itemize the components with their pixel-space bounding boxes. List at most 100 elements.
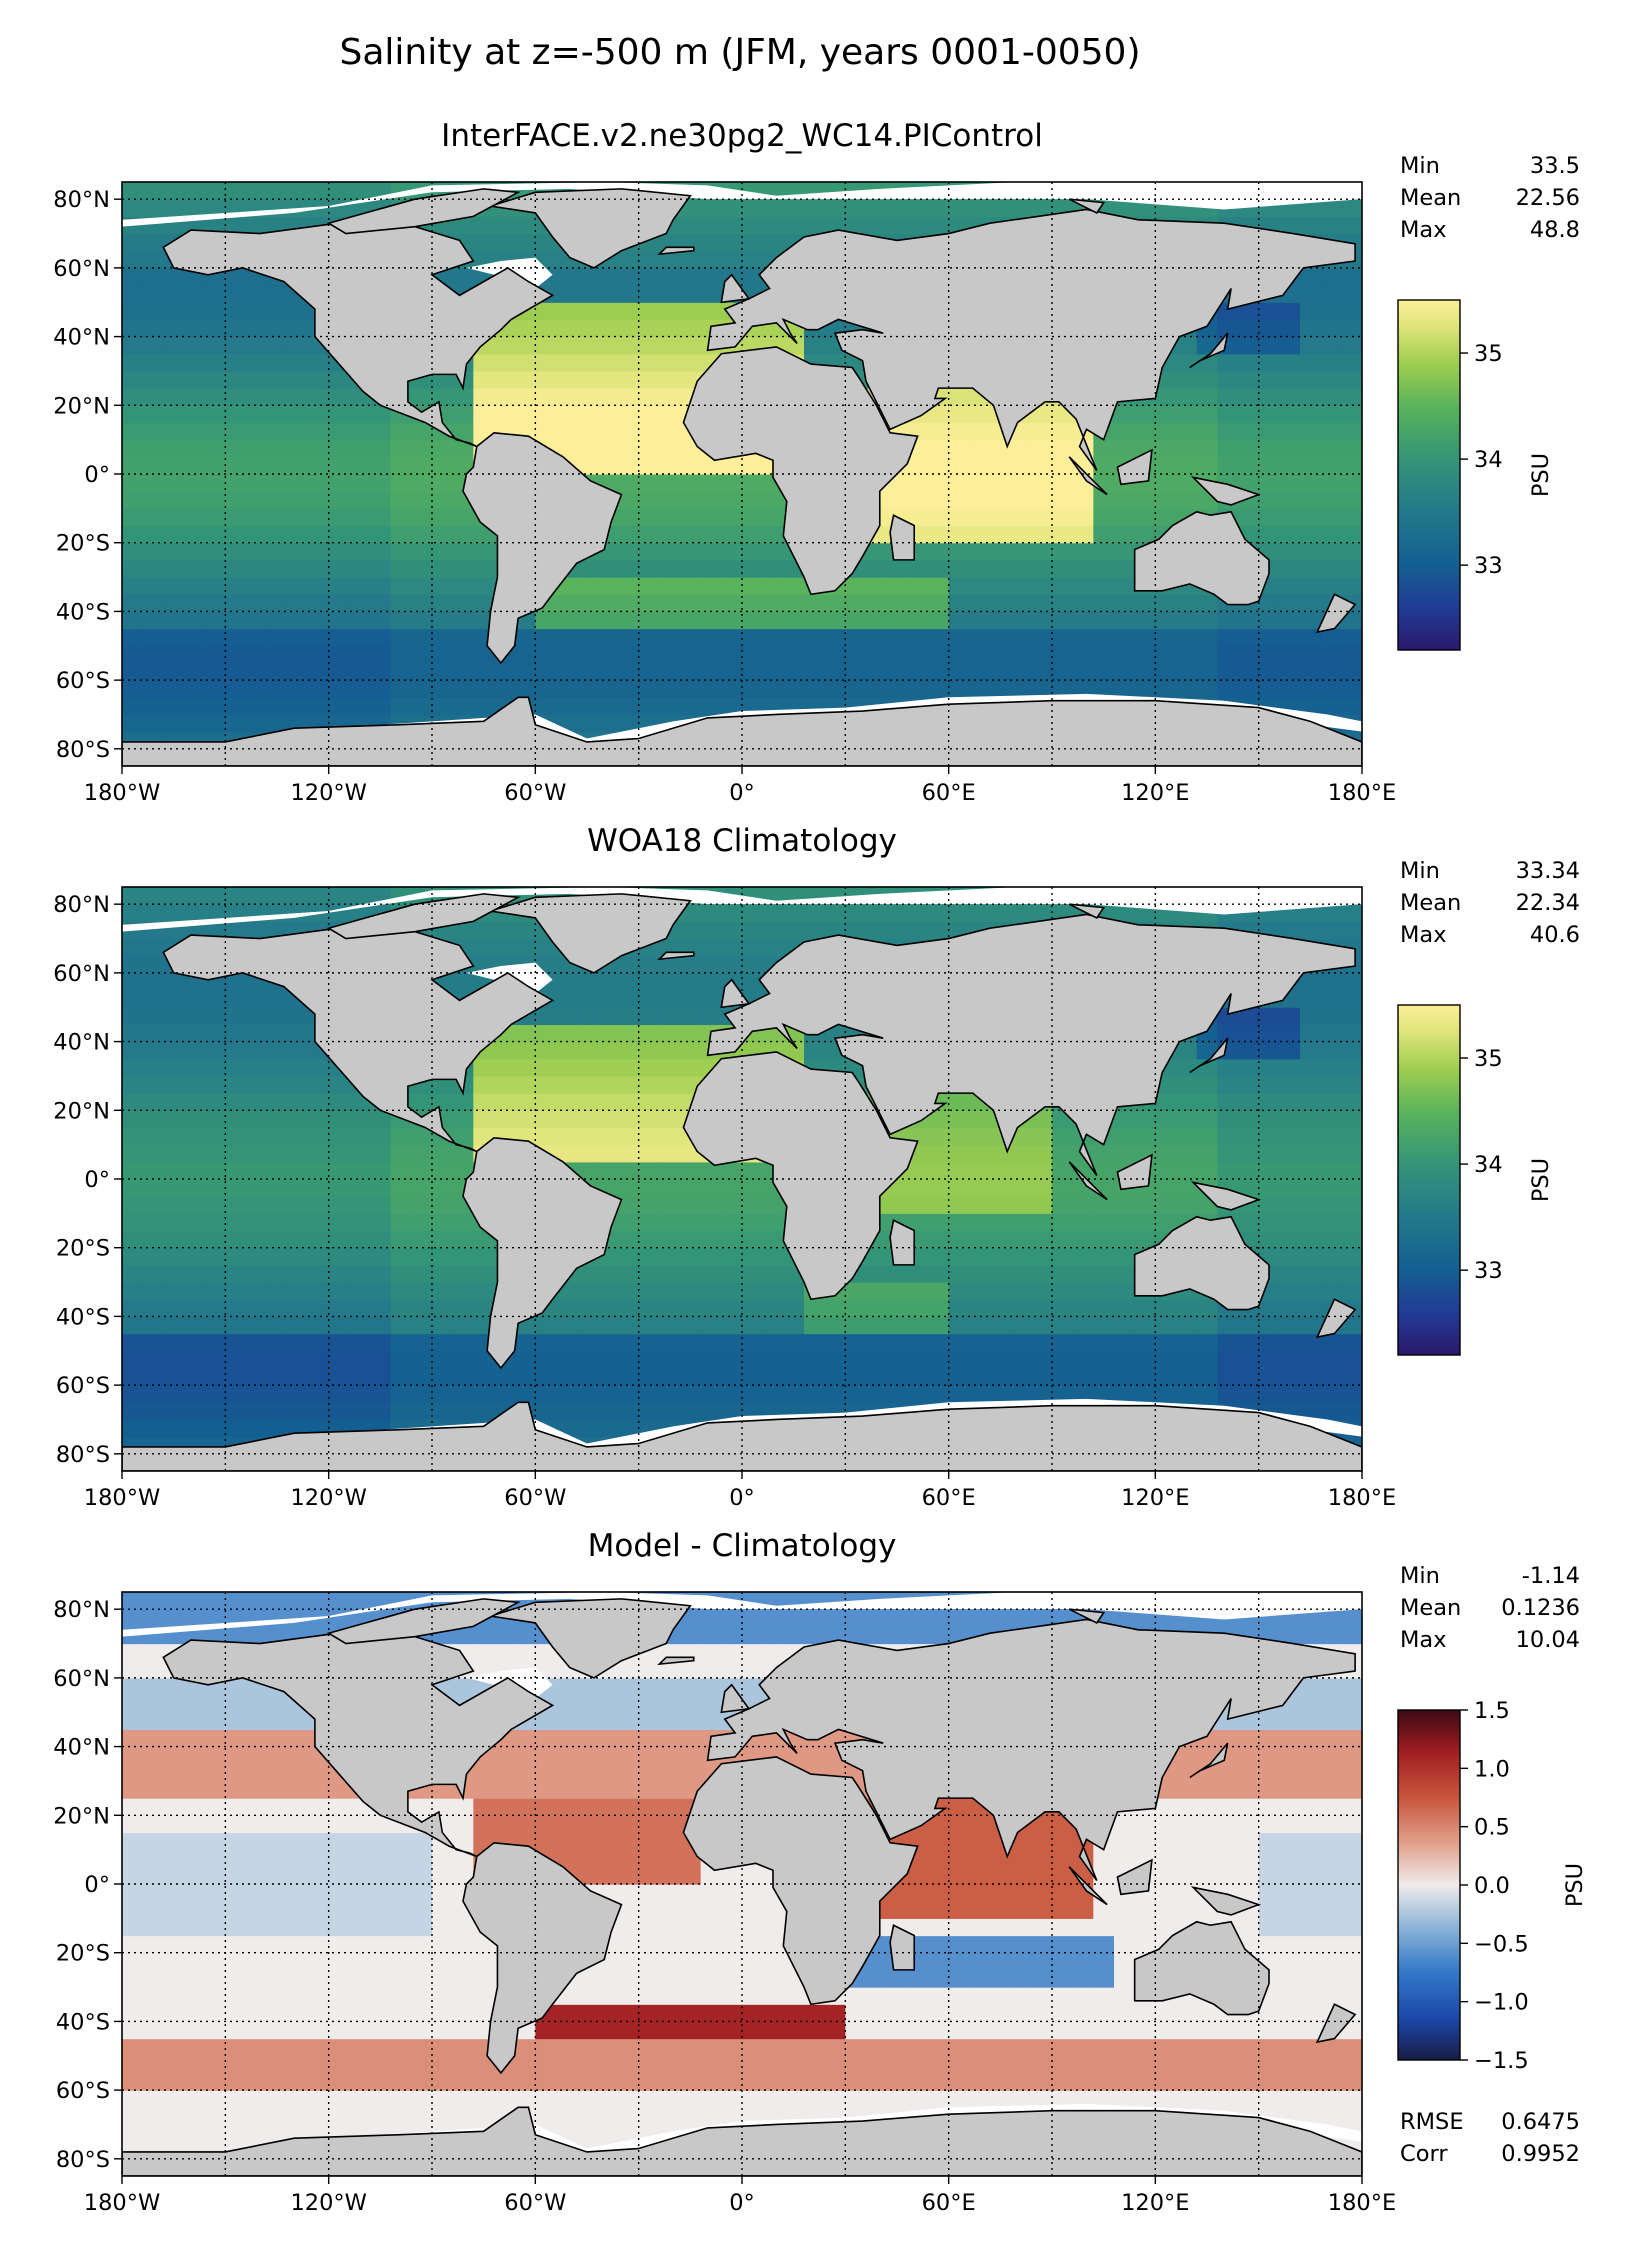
field-cell xyxy=(576,697,598,716)
field-cell xyxy=(452,1075,474,1094)
field-cell xyxy=(1341,491,1362,509)
field-cell xyxy=(1341,216,1362,235)
field-cell xyxy=(1217,628,1239,647)
field-cell xyxy=(494,319,516,338)
field-cell xyxy=(370,1367,392,1386)
field-cell xyxy=(266,904,288,922)
field-cell xyxy=(1052,955,1074,974)
field-cell xyxy=(1176,921,1198,940)
field-cell xyxy=(246,1849,268,1868)
field-cell xyxy=(866,1007,888,1026)
field-cell xyxy=(721,1436,743,1455)
field-cell xyxy=(948,336,970,355)
field-cell xyxy=(948,233,970,252)
field-cell xyxy=(948,542,970,561)
field-cell xyxy=(845,474,867,492)
field-cell xyxy=(142,697,164,716)
field-cell xyxy=(184,267,206,286)
field-cell xyxy=(1238,491,1260,509)
field-cell xyxy=(556,2141,578,2160)
field-cell xyxy=(142,748,164,766)
field-cell xyxy=(452,887,474,905)
field-cell xyxy=(1320,1127,1342,1146)
field-cell xyxy=(824,542,846,561)
field-cell xyxy=(163,955,185,974)
field-cell xyxy=(308,1110,330,1129)
field-cell xyxy=(700,662,722,681)
field-cell xyxy=(370,1385,392,1403)
field-cell xyxy=(1114,731,1136,750)
field-cell xyxy=(535,1144,557,1163)
field-cell xyxy=(969,594,991,613)
field-cell xyxy=(390,887,412,905)
field-cell xyxy=(824,748,846,766)
field-cell xyxy=(659,474,681,492)
field-cell xyxy=(1134,542,1156,561)
field-cell xyxy=(618,233,640,252)
field-cell xyxy=(308,645,330,664)
field-cell xyxy=(494,1746,516,1765)
field-cell xyxy=(928,216,950,235)
field-cell xyxy=(597,577,619,595)
land-mass xyxy=(682,346,919,596)
field-cell xyxy=(1217,1316,1239,1335)
field-cell xyxy=(308,748,330,766)
field-cell xyxy=(1238,1179,1260,1197)
field-cell xyxy=(845,1316,867,1335)
field-cell xyxy=(390,1849,412,1868)
field-cell xyxy=(514,319,536,338)
field-cell xyxy=(246,645,268,664)
field-cell xyxy=(1279,1299,1301,1318)
field-cell xyxy=(1155,1144,1177,1163)
field-cell xyxy=(659,1127,681,1146)
field-cell xyxy=(742,250,764,269)
field-cell xyxy=(349,525,371,544)
field-cell xyxy=(163,199,185,217)
field-cell xyxy=(390,302,412,321)
field-cell xyxy=(1010,1333,1032,1352)
field-cell xyxy=(349,1385,371,1403)
field-cell xyxy=(287,2072,309,2091)
field-cell xyxy=(1320,422,1342,441)
field-cell xyxy=(721,1179,743,1197)
field-cell xyxy=(886,714,908,733)
field-cell xyxy=(576,1093,598,1111)
land-mass xyxy=(1068,903,1106,919)
field-cell xyxy=(969,233,991,252)
field-cell xyxy=(783,1264,805,1283)
field-cell xyxy=(1031,233,1053,252)
field-cell xyxy=(1238,456,1260,475)
field-cell xyxy=(1176,1196,1198,1214)
field-cell xyxy=(452,1763,474,1782)
field-cell xyxy=(556,1402,578,1421)
field-cell xyxy=(1010,1385,1032,1403)
field-cell xyxy=(432,1299,454,1318)
field-cell xyxy=(556,439,578,458)
field-cell xyxy=(783,456,805,475)
field-cell xyxy=(783,955,805,974)
field-cell xyxy=(452,370,474,389)
field-cell xyxy=(1134,405,1156,424)
field-cell xyxy=(1196,285,1218,303)
field-cell xyxy=(142,542,164,561)
field-cell xyxy=(1217,1264,1239,1283)
field-cell xyxy=(556,887,578,905)
field-cell xyxy=(928,1385,950,1403)
field-cell xyxy=(432,645,454,664)
field-cell xyxy=(370,199,392,217)
field-cell xyxy=(948,405,970,424)
field-cell xyxy=(1176,680,1198,698)
field-cell xyxy=(556,1677,578,1696)
field-cell xyxy=(328,439,350,458)
field-cell xyxy=(308,1660,330,1679)
field-cell xyxy=(514,1179,536,1197)
field-cell xyxy=(990,439,1012,458)
field-cell xyxy=(1176,955,1198,974)
field-cell xyxy=(907,456,929,475)
field-cell xyxy=(184,1884,206,1902)
field-cell xyxy=(1320,594,1342,613)
field-cell xyxy=(762,1179,784,1197)
field-cell xyxy=(390,1901,412,1919)
field-cell xyxy=(163,748,185,766)
field-cell xyxy=(411,405,433,424)
